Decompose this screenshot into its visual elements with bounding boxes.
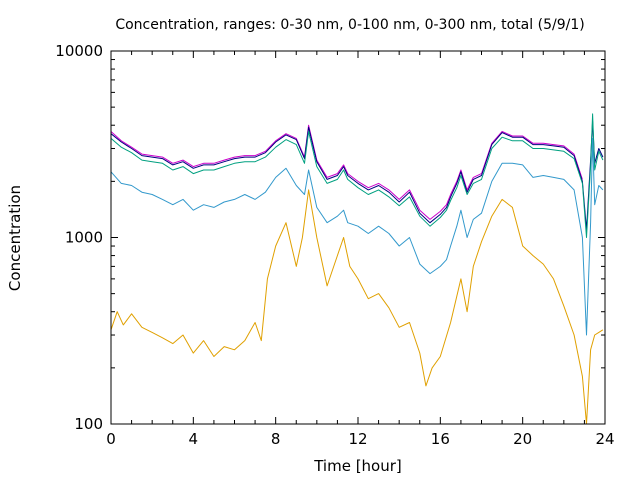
x-axis-label: Time [hour] [313, 457, 402, 475]
y-tick-label-1: 1000 [65, 229, 103, 247]
series-lines [110, 113, 604, 425]
series-line-4 [110, 189, 604, 425]
x-tick-label-4: 16 [431, 430, 450, 448]
series-line-3 [110, 137, 604, 336]
y-tick-label-2: 10000 [55, 42, 103, 60]
plot-frame [110, 50, 606, 425]
series-line-1 [110, 120, 604, 231]
x-tick-label-6: 24 [595, 430, 614, 448]
x-tick-label-5: 20 [513, 430, 532, 448]
y-tick-label-0: 100 [74, 415, 103, 433]
series-line-2 [110, 113, 604, 238]
x-tick-label-2: 8 [271, 430, 281, 448]
chart-title: Concentration, ranges: 0-30 nm, 0-100 nm… [115, 17, 584, 33]
axis-ticks: 0 4 8 12 16 20 24 100 1000 10000 [55, 42, 614, 448]
x-tick-label-1: 4 [189, 430, 199, 448]
series-line-0 [110, 124, 583, 220]
y-axis-label: Concentration [6, 185, 24, 291]
x-tick-label-3: 12 [348, 430, 367, 448]
x-tick-label-0: 0 [106, 430, 116, 448]
